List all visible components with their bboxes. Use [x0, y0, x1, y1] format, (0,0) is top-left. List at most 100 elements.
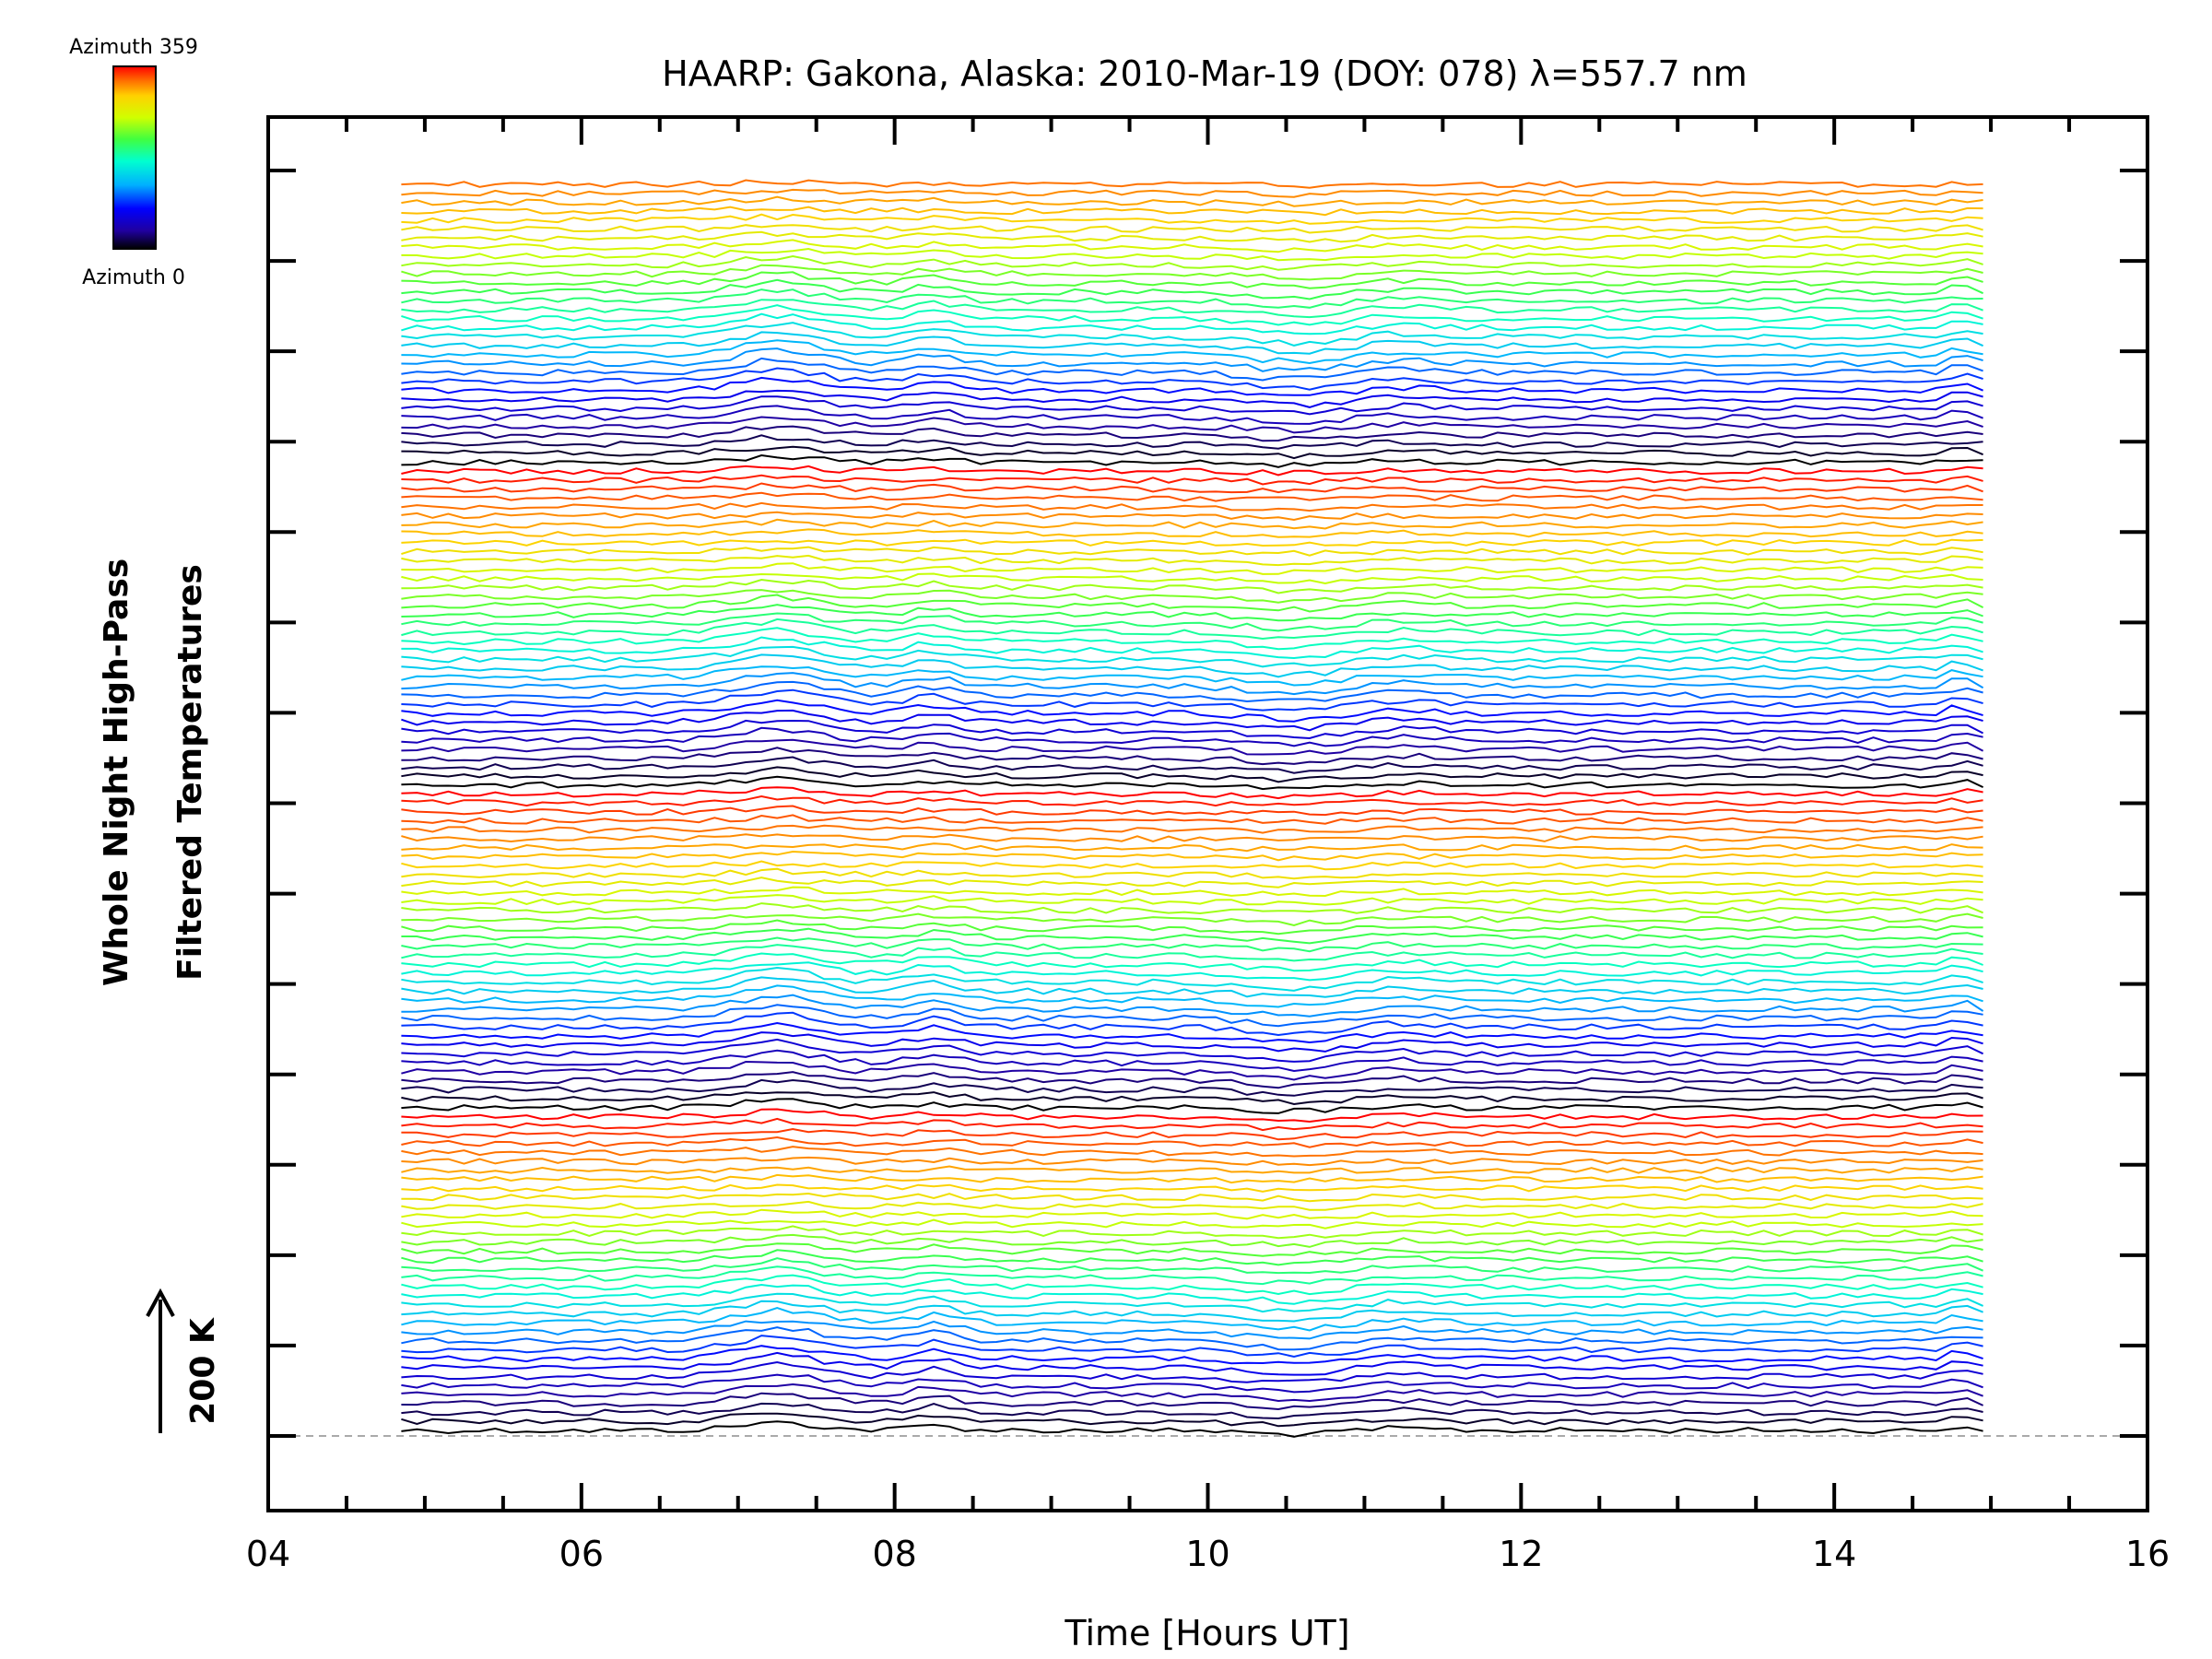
temperature-trace: [401, 665, 1983, 687]
temperature-trace: [401, 1165, 1983, 1174]
temperature-trace: [401, 357, 1983, 382]
temperature-trace: [401, 627, 1983, 651]
temperature-trace: [401, 331, 1984, 355]
temperature-trace: [401, 347, 1983, 372]
temperature-trace: [401, 1351, 1983, 1376]
temperature-trace: [401, 1156, 1983, 1167]
temperature-trace: [401, 1274, 1983, 1296]
temperature-trace: [401, 416, 1983, 434]
temperature-trace: [401, 952, 1983, 972]
temperature-trace: [401, 912, 1983, 927]
temperature-trace: [401, 1117, 1983, 1132]
temperature-trace: [401, 902, 1983, 915]
temperature-trace: [401, 1135, 1983, 1148]
colorbar: [112, 65, 157, 250]
temperature-trace: [401, 1098, 1983, 1114]
temperature-trace: [401, 824, 1983, 834]
temperature-trace: [401, 618, 1983, 641]
temperature-trace: [401, 1412, 1983, 1428]
temperature-trace: [401, 389, 1983, 408]
temperature-trace: [401, 850, 1983, 862]
temperature-trace: [401, 264, 1983, 281]
temperature-trace: [401, 213, 1983, 225]
temperature-trace: [401, 612, 1983, 632]
temperature-trace: [401, 482, 1983, 494]
x-axis-label: Time [Hours UT]: [1064, 1613, 1349, 1653]
temperature-trace: [401, 653, 1983, 678]
temperature-trace: [401, 976, 1983, 998]
temperature-trace: [401, 1242, 1983, 1257]
temperature-trace: [401, 775, 1984, 791]
temperature-trace: [401, 1257, 1983, 1275]
temperature-trace: [401, 195, 1983, 207]
temperature-trace: [401, 756, 1983, 774]
temperature-trace: [401, 304, 1983, 326]
temperature-trace: [401, 1060, 1983, 1081]
temperature-trace: [401, 322, 1983, 347]
temperature-trace: [401, 578, 1983, 594]
temperature-trace: [401, 680, 1983, 703]
temperature-trace: [401, 1300, 1983, 1323]
y-axis-label: Whole Night High-Pass Filtered Temperatu…: [98, 559, 209, 986]
temperature-trace: [401, 1307, 1983, 1332]
temperature-trace: [401, 572, 1983, 585]
temperature-trace: [401, 1373, 1983, 1394]
temperature-trace: [401, 747, 1983, 766]
temperature-trace: [401, 1283, 1983, 1305]
temperature-trace: [401, 299, 1983, 319]
temperature-trace: [401, 554, 1983, 567]
chart-title: HAARP: Gakona, Alaska: 2010-Mar-19 (DOY:…: [662, 53, 1747, 94]
temperature-trace: [401, 1233, 1983, 1248]
temperature-trace: [401, 1031, 1983, 1053]
colorbar-bottom-label: Azimuth 0: [82, 266, 185, 289]
x-tick-label: 06: [559, 1534, 604, 1574]
temperature-trace: [401, 1192, 1983, 1203]
temperature-trace: [401, 1071, 1983, 1089]
temperature-trace: [401, 206, 1983, 217]
temperature-trace: [401, 1320, 1983, 1340]
temperature-trace: [401, 562, 1983, 575]
colorbar-top-label: Azimuth 359: [69, 36, 198, 59]
temperature-trace: [401, 1173, 1983, 1184]
x-tick-label: 12: [1499, 1534, 1543, 1574]
temperature-trace: [401, 434, 1983, 450]
x-tick-label: 08: [872, 1534, 916, 1574]
temperature-trace: [401, 1249, 1983, 1266]
temperature-trace: [401, 1146, 1983, 1158]
scale-arrow-head: [146, 1288, 175, 1317]
x-tick-labels: 04 06 08 10 12 14 16: [246, 1534, 2170, 1574]
temperature-trace: [401, 589, 1983, 604]
temperature-trace: [401, 224, 1983, 234]
scale-label: 200 K: [184, 1317, 222, 1425]
temperature-trace: [401, 814, 1983, 825]
temperature-trace: [401, 1078, 1983, 1097]
temperature-trace: [401, 961, 1983, 982]
temperature-trace: [401, 1091, 1983, 1106]
x-tick-label: 16: [2125, 1534, 2170, 1574]
temperature-trace: [401, 1292, 1984, 1313]
temperature-trace: [401, 1049, 1983, 1073]
temperature-trace: [401, 405, 1983, 425]
temperature-trace: [401, 1382, 1983, 1403]
axis-ticks: [266, 117, 2149, 1511]
temperature-trace: [401, 511, 1983, 522]
temperature-trace: [401, 474, 1983, 486]
temperature-trace: [401, 719, 1984, 740]
temperature-trace: [401, 546, 1983, 557]
temperature-trace: [401, 709, 1983, 732]
temperature-trace: [401, 1326, 1983, 1351]
x-tick-label: 10: [1185, 1534, 1230, 1574]
temperature-trace: [401, 1011, 1983, 1037]
temperature-trace: [401, 312, 1983, 335]
temperature-trace: [401, 518, 1983, 530]
temperature-trace: [401, 699, 1983, 723]
temperature-trace: [401, 966, 1983, 992]
temperature-trace: [401, 738, 1984, 756]
temperature-trace: [401, 1345, 1983, 1365]
temperature-trace: [401, 1208, 1983, 1220]
temperature-trace: [401, 288, 1983, 309]
temperature-trace: [401, 230, 1983, 243]
y-axis-label-line2: Filtered Temperatures: [171, 564, 209, 981]
temperature-trace: [401, 188, 1983, 198]
